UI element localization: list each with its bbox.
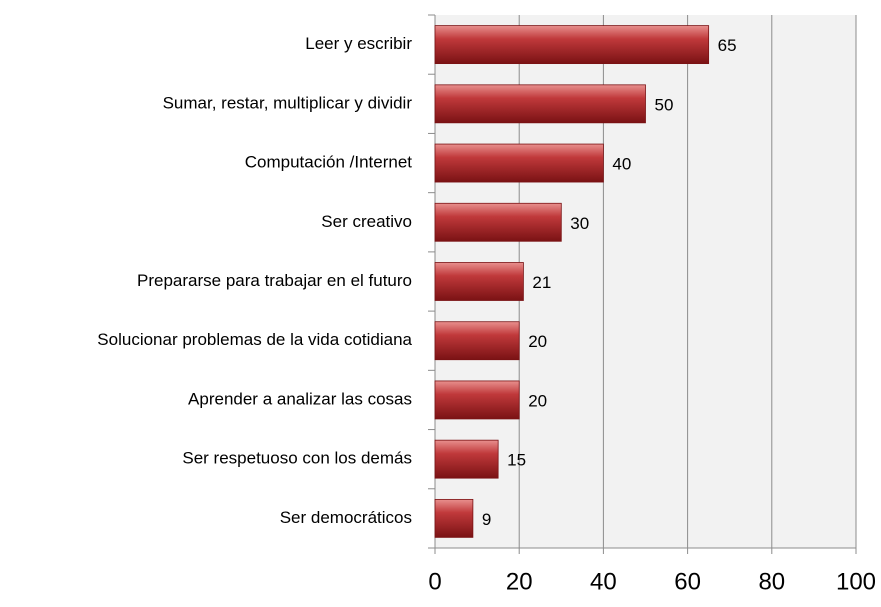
value-label: 15	[507, 451, 526, 470]
value-label: 21	[532, 273, 551, 292]
x-tick-label: 60	[674, 568, 701, 595]
bar	[434, 498, 474, 538]
y-tick-label: Sumar, restar, multiplicar y dividir	[163, 93, 413, 112]
y-tick-label: Ser democráticos	[280, 508, 412, 527]
bar	[434, 84, 646, 124]
value-label: 30	[570, 214, 589, 233]
value-label: 20	[528, 332, 547, 351]
value-label: 9	[482, 510, 491, 529]
value-label: 65	[718, 36, 737, 55]
value-label: 50	[655, 95, 674, 114]
bar	[434, 25, 710, 65]
x-tick-label: 0	[428, 568, 441, 595]
bar	[434, 439, 499, 479]
bar	[434, 380, 520, 420]
y-tick-label: Computación /Internet	[245, 153, 413, 172]
x-tick-label: 80	[758, 568, 785, 595]
y-tick-label: Solucionar problemas de la vida cotidian…	[97, 330, 412, 349]
value-label: 20	[528, 391, 547, 410]
x-tick-label: 20	[506, 568, 533, 595]
y-tick-label: Ser respetuoso con los demás	[182, 449, 412, 468]
bar	[434, 321, 520, 361]
y-tick-label: Aprender a analizar las cosas	[188, 389, 412, 408]
bar	[434, 262, 524, 301]
y-tick-label: Ser creativo	[321, 212, 412, 231]
value-label: 40	[612, 155, 631, 174]
x-tick-label: 40	[590, 568, 617, 595]
y-tick-label: Prepararse para trabajar en el futuro	[137, 271, 412, 290]
y-tick-label: Leer y escribir	[305, 34, 412, 53]
bar	[434, 202, 562, 242]
bar	[434, 143, 604, 183]
x-tick-label: 100	[836, 568, 876, 595]
